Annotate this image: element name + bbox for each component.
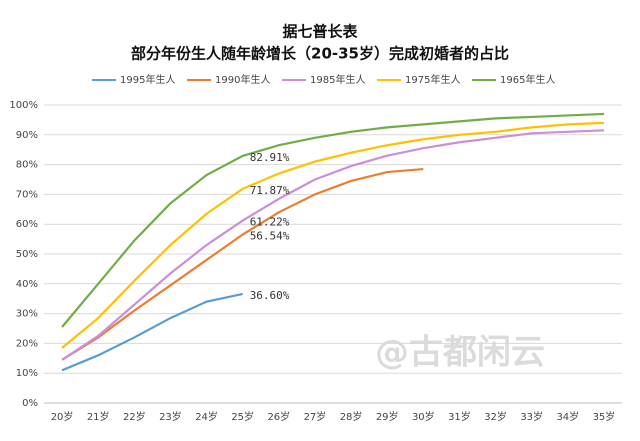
- data-label: 82.91%: [250, 151, 290, 164]
- x-tick-label: 28岁: [340, 410, 363, 423]
- y-tick-label: 50%: [16, 249, 38, 260]
- data-label: 61.22%: [250, 216, 290, 229]
- y-tick-label: 70%: [16, 189, 38, 200]
- series-line: [61, 292, 243, 372]
- y-tick-label: 0%: [22, 398, 38, 409]
- data-label: 71.87%: [250, 184, 290, 197]
- y-tick-label: 10%: [16, 368, 38, 379]
- x-tick-label: 29岁: [376, 410, 399, 423]
- legend-label: 1985年生人: [310, 73, 365, 86]
- x-tick-label: 31岁: [448, 410, 471, 423]
- x-tick-label: 26岁: [267, 410, 290, 423]
- chart-title: 据七普长表: [282, 23, 358, 41]
- series-line: [61, 129, 604, 361]
- y-tick-label: 30%: [16, 309, 38, 320]
- legend-label: 1990年生人: [215, 73, 270, 86]
- x-tick-label: 35岁: [593, 410, 616, 423]
- x-tick-label: 32岁: [484, 410, 507, 423]
- x-tick-label: 24岁: [195, 410, 218, 423]
- x-tick-label: 22岁: [123, 410, 146, 423]
- watermark: @古都闲云: [375, 333, 545, 373]
- x-tick-label: 30岁: [412, 410, 435, 423]
- y-tick-label: 40%: [16, 279, 38, 290]
- y-tick-label: 20%: [16, 338, 38, 349]
- series-line: [61, 167, 424, 361]
- chart-subtitle: 部分年份生人随年龄增长（20-35岁）完成初婚者的占比: [131, 45, 509, 63]
- series-line: [61, 112, 604, 328]
- y-tick-label: 60%: [16, 219, 38, 230]
- y-tick-label: 100%: [9, 100, 38, 111]
- x-tick-label: 20岁: [51, 410, 74, 423]
- data-label: 36.60%: [250, 289, 290, 302]
- y-tick-label: 80%: [16, 160, 38, 171]
- x-tick-label: 25岁: [231, 410, 254, 423]
- data-label: 56.54%: [250, 230, 290, 243]
- legend-label: 1995年生人: [120, 73, 175, 86]
- x-tick-label: 34岁: [556, 410, 579, 423]
- x-tick-label: 27岁: [304, 410, 327, 423]
- x-tick-label: 33岁: [520, 410, 543, 423]
- legend-label: 1975年生人: [405, 73, 460, 86]
- x-tick-label: 21岁: [87, 410, 110, 423]
- legend-label: 1965年生人: [500, 73, 555, 86]
- x-tick-label: 23岁: [159, 410, 182, 423]
- y-tick-label: 90%: [16, 130, 38, 141]
- series-line: [61, 121, 604, 349]
